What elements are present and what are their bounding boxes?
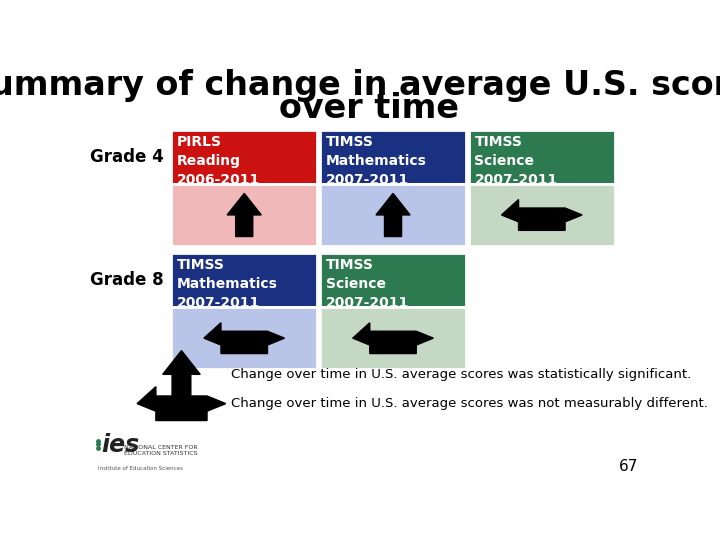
Bar: [469, 184, 615, 246]
Bar: [171, 307, 317, 369]
Bar: [171, 184, 317, 246]
Text: TIMSS
Science
2007-2011: TIMSS Science 2007-2011: [474, 135, 558, 187]
Bar: [320, 307, 466, 369]
Bar: [171, 130, 317, 184]
Bar: [171, 130, 317, 184]
Polygon shape: [163, 350, 200, 398]
Text: PIRLS
Reading
2006-2011: PIRLS Reading 2006-2011: [177, 135, 260, 187]
Bar: [171, 253, 317, 307]
Text: Summary of change in average U.S. scores: Summary of change in average U.S. scores: [0, 69, 720, 102]
Text: NATIONAL CENTER FOR
EDUCATION STATISTICS: NATIONAL CENTER FOR EDUCATION STATISTICS: [124, 445, 198, 456]
Bar: [469, 130, 615, 184]
Text: Change over time in U.S. average scores was not measurably different.: Change over time in U.S. average scores …: [231, 397, 708, 410]
Text: ies: ies: [101, 434, 139, 457]
Polygon shape: [137, 387, 226, 421]
Polygon shape: [376, 193, 410, 237]
Text: Institute of Education Sciences: Institute of Education Sciences: [98, 467, 183, 471]
Polygon shape: [502, 200, 582, 231]
Bar: [320, 253, 466, 307]
Bar: [469, 130, 615, 184]
Bar: [320, 184, 466, 246]
Polygon shape: [353, 323, 433, 354]
Text: Change over time in U.S. average scores was statistically significant.: Change over time in U.S. average scores …: [231, 368, 691, 381]
Text: TIMSS
Mathematics
2007-2011: TIMSS Mathematics 2007-2011: [177, 258, 278, 310]
Bar: [320, 184, 466, 246]
Text: Grade 4: Grade 4: [90, 148, 163, 166]
Polygon shape: [204, 323, 284, 354]
Text: 67: 67: [619, 460, 639, 475]
Bar: [320, 130, 466, 184]
Text: TIMSS
Science
2007-2011: TIMSS Science 2007-2011: [325, 258, 409, 310]
Bar: [171, 253, 317, 307]
Bar: [320, 130, 466, 184]
Text: TIMSS
Mathematics
2007-2011: TIMSS Mathematics 2007-2011: [325, 135, 426, 187]
Bar: [171, 184, 317, 246]
Bar: [320, 307, 466, 369]
Text: Grade 8: Grade 8: [90, 272, 163, 289]
Bar: [320, 253, 466, 307]
Text: over time: over time: [279, 92, 459, 125]
Bar: [469, 184, 615, 246]
Polygon shape: [228, 193, 261, 237]
Bar: [171, 307, 317, 369]
